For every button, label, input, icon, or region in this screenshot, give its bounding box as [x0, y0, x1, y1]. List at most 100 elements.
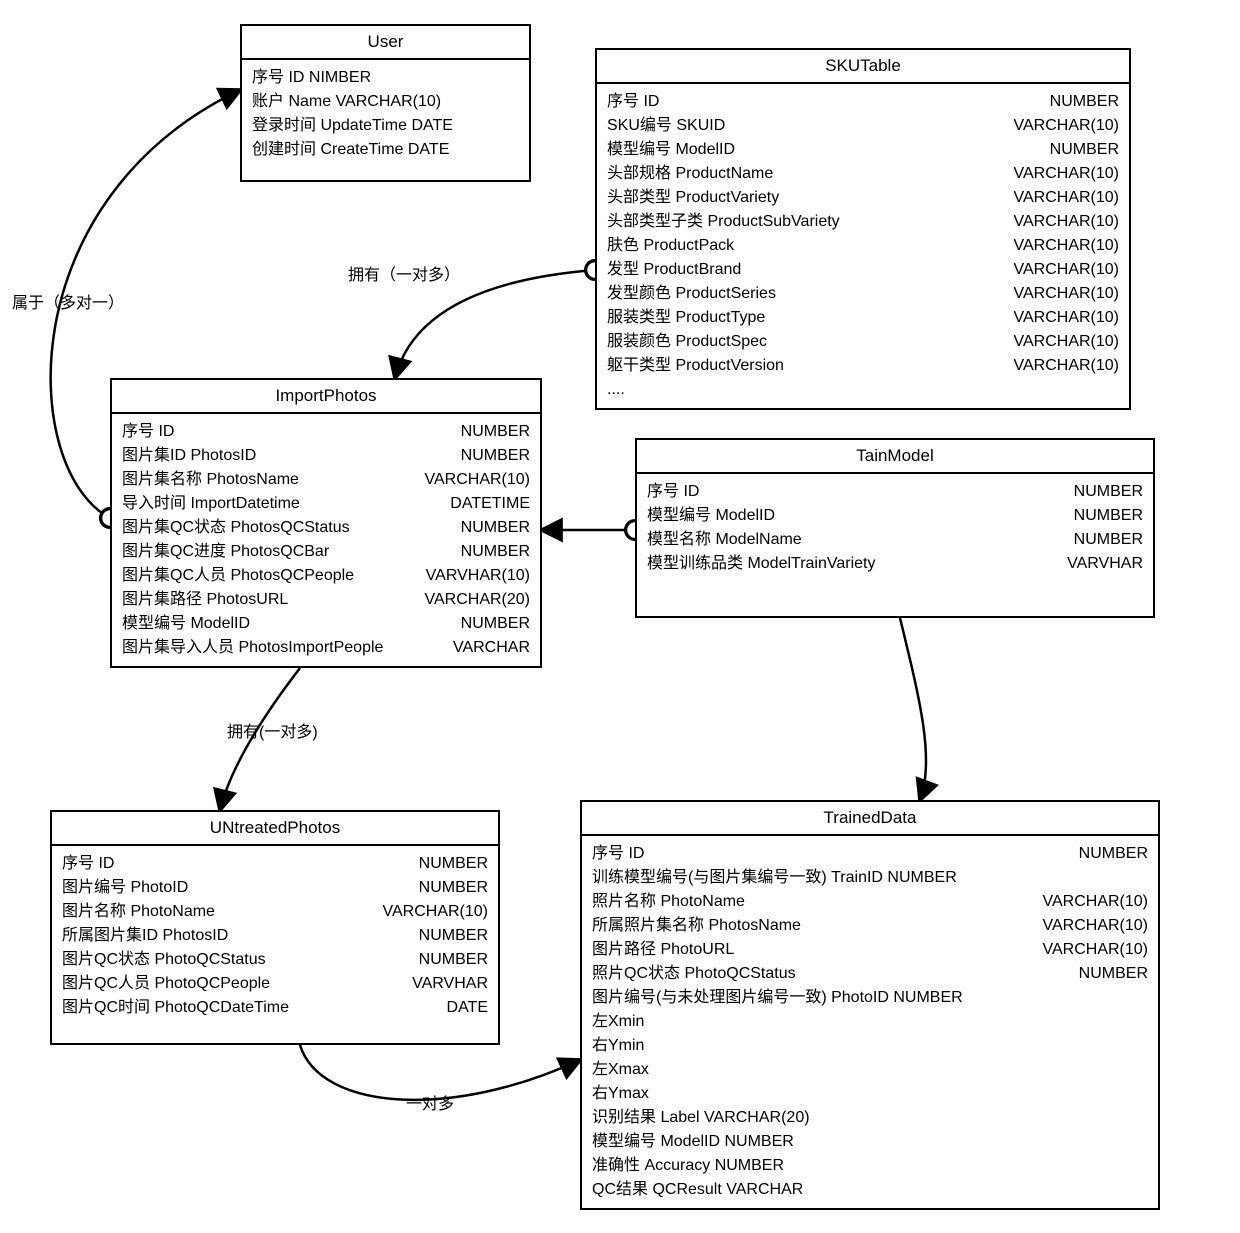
field-row: 序号 IDNUMBER: [607, 90, 1119, 114]
field-row: 头部规格 ProductName VARCHAR(10): [607, 162, 1119, 186]
field-row: 图片集名称 PhotosNameVARCHAR(10): [122, 468, 530, 492]
field-label: 导入时间 ImportDatetime: [122, 492, 300, 516]
field-type: NUMBER: [449, 420, 530, 444]
field-label: 模型编号 ModelID NUMBER: [592, 1130, 794, 1154]
field-label: 模型名称 ModelName: [647, 528, 802, 552]
field-row: 图片QC人员 PhotoQCPeopleVARVHAR: [62, 972, 488, 996]
edge-label-belongs: 属于（多对一）: [12, 289, 124, 313]
field-type: NUMBER: [407, 852, 488, 876]
entity-skutable: SKUTable 序号 IDNUMBERSKU编号 SKUIDVARCHAR(1…: [595, 48, 1131, 410]
field-label: 模型编号 ModelID: [122, 612, 250, 636]
field-type: VARVHAR: [400, 972, 488, 996]
field-type: NUMBER: [449, 540, 530, 564]
field-type: VARCHAR(10): [1002, 162, 1120, 186]
entity-title: SKUTable: [597, 50, 1129, 84]
field-type: NUMBER: [449, 612, 530, 636]
field-type: VARCHAR(10): [1031, 890, 1149, 914]
field-label: 图片集路径 PhotosURL: [122, 588, 288, 612]
field-row: 准确性 Accuracy NUMBER: [592, 1154, 1148, 1178]
field-row: 序号 ID NUMBER: [62, 852, 488, 876]
field-row: 序号 ID NUMBER: [122, 420, 530, 444]
field-type: VARVHAR(10): [414, 564, 530, 588]
field-label: 账户 Name VARCHAR(10): [252, 90, 441, 114]
field-label: 照片名称 PhotoName: [592, 890, 745, 914]
field-type: NUMBER: [449, 516, 530, 540]
field-type: NUMBER: [407, 948, 488, 972]
field-label: 图片集QC人员 PhotosQCPeople: [122, 564, 354, 588]
field-label: 右Ymin: [592, 1034, 644, 1058]
entity-body: 序号 IDNUMBER模型编号 ModelIDNUMBER模型名称 ModelN…: [637, 474, 1153, 582]
field-row: 所属照片集名称 PhotosNameVARCHAR(10): [592, 914, 1148, 938]
field-row: 图片集QC人员 PhotosQCPeople VARVHAR(10): [122, 564, 530, 588]
field-label: ....: [607, 378, 625, 402]
field-label: 肤色 ProductPack: [607, 234, 734, 258]
field-label: 创建时间 CreateTime DATE: [252, 138, 449, 162]
field-label: 图片路径 PhotoURL: [592, 938, 734, 962]
field-label: 图片QC状态 PhotoQCStatus: [62, 948, 266, 972]
field-row: 序号 IDNUMBER: [647, 480, 1143, 504]
field-row: 模型训练品类 ModelTrainVarietyVARVHAR: [647, 552, 1143, 576]
field-type: VARCHAR(10): [1002, 210, 1120, 234]
field-row: 所属图片集ID PhotosIDNUMBER: [62, 924, 488, 948]
field-row: 图片集QC状态 PhotosQCStatusNUMBER: [122, 516, 530, 540]
field-row: 肤色 ProductPack VARCHAR(10): [607, 234, 1119, 258]
field-row: 服装类型 ProductTypeVARCHAR(10): [607, 306, 1119, 330]
entity-traineddata: TrainedData 序号 IDNUMBER训练模型编号(与图片集编号一致) …: [580, 800, 1160, 1210]
field-row: 图片集QC进度 PhotosQCBar NUMBER: [122, 540, 530, 564]
field-row: 识别结果 Label VARCHAR(20): [592, 1106, 1148, 1130]
field-row: 头部类型子类 ProductSubVarietyVARCHAR(10): [607, 210, 1119, 234]
field-label: 序号 ID: [62, 852, 114, 876]
field-row: 图片编号(与未处理图片编号一致) PhotoID NUMBER: [592, 986, 1148, 1010]
field-label: 图片名称 PhotoName: [62, 900, 215, 924]
field-type: NUMBER: [407, 876, 488, 900]
field-row: 创建时间 CreateTime DATE: [252, 138, 519, 162]
field-row: QC结果 QCResult VARCHAR: [592, 1178, 1148, 1202]
field-row: 图片集路径 PhotosURLVARCHAR(20): [122, 588, 530, 612]
field-type: VARCHAR(10): [413, 468, 531, 492]
field-label: 照片QC状态 PhotoQCStatus: [592, 962, 796, 986]
field-label: SKU编号 SKUID: [607, 114, 725, 138]
entity-body: 序号 ID NUMBER 图片集ID PhotosID NUMBER 图片集名称 Pho…: [112, 414, 540, 666]
field-label: 识别结果 Label VARCHAR(20): [592, 1106, 810, 1130]
field-label: 图片QC时间 PhotoQCDateTime: [62, 996, 289, 1020]
field-label: 准确性 Accuracy NUMBER: [592, 1154, 784, 1178]
field-type: DATE: [435, 996, 488, 1020]
field-row: 左Xmin: [592, 1010, 1148, 1034]
field-row: 照片名称 PhotoName VARCHAR(10): [592, 890, 1148, 914]
field-row: ....: [607, 378, 1119, 402]
field-type: VARCHAR(10): [1002, 354, 1120, 378]
entity-body: 序号 IDNUMBER训练模型编号(与图片集编号一致) TrainID NUMB…: [582, 836, 1158, 1208]
entity-title: TrainedData: [582, 802, 1158, 836]
field-label: 序号 ID NIMBER: [252, 66, 371, 90]
field-type: NUMBER: [1067, 842, 1148, 866]
field-label: 序号 ID: [122, 420, 174, 444]
field-row: 账户 Name VARCHAR(10): [252, 90, 519, 114]
field-type: NUMBER: [1038, 138, 1119, 162]
field-type: VARCHAR: [441, 636, 530, 660]
field-row: 图片编号 PhotoIDNUMBER: [62, 876, 488, 900]
edge-label-owns-1: 拥有（一对多）: [348, 261, 460, 285]
entity-title: TainModel: [637, 440, 1153, 474]
field-label: 图片集ID PhotosID: [122, 444, 256, 468]
field-label: 左Xmin: [592, 1010, 644, 1034]
field-type: VARCHAR(10): [1002, 234, 1120, 258]
field-label: 头部规格 ProductName: [607, 162, 773, 186]
field-label: 所属图片集ID PhotosID: [62, 924, 228, 948]
field-label: 图片集QC进度 PhotosQCBar: [122, 540, 329, 564]
field-type: VARCHAR(10): [1031, 938, 1149, 962]
field-row: 图片集导入人员 PhotosImportPeopleVARCHAR: [122, 636, 530, 660]
entity-tainmodel: TainModel 序号 IDNUMBER模型编号 ModelIDNUMBER模…: [635, 438, 1155, 618]
field-type: NUMBER: [1062, 480, 1143, 504]
field-row: 服装颜色 ProductSpecVARCHAR(10): [607, 330, 1119, 354]
field-label: 发型 ProductBrand: [607, 258, 741, 282]
field-row: 照片QC状态 PhotoQCStatusNUMBER: [592, 962, 1148, 986]
field-row: 图片QC状态 PhotoQCStatus NUMBER: [62, 948, 488, 972]
field-type: DATETIME: [438, 492, 530, 516]
entity-user: User 序号 ID NIMBER账户 Name VARCHAR(10)登录时间…: [240, 24, 531, 182]
field-row: 躯干类型 ProductVersionVARCHAR(10): [607, 354, 1119, 378]
field-type: VARVHAR: [1055, 552, 1143, 576]
field-row: 图片QC时间 PhotoQCDateTime DATE: [62, 996, 488, 1020]
field-label: 左Xmax: [592, 1058, 649, 1082]
field-label: 序号 ID: [607, 90, 659, 114]
field-type: VARCHAR(10): [1002, 258, 1120, 282]
